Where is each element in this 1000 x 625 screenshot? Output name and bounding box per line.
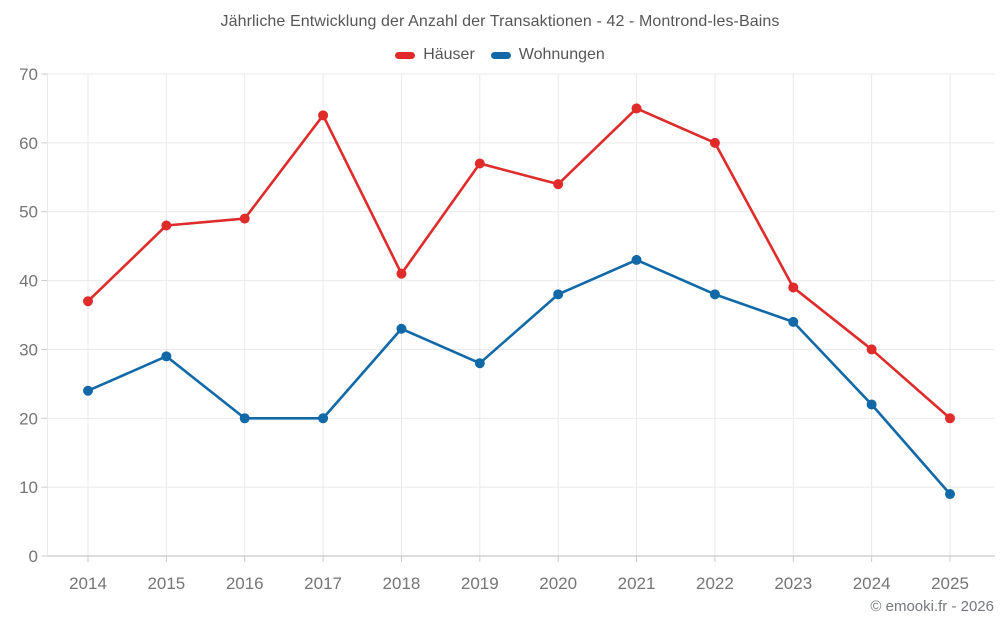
x-tick-label: 2024 bbox=[853, 574, 891, 593]
x-tick-label: 2022 bbox=[696, 574, 734, 593]
x-tick-label: 2021 bbox=[618, 574, 656, 593]
data-point[interactable] bbox=[161, 220, 172, 231]
chart-legend: Häuser Wohnungen bbox=[0, 46, 1000, 64]
data-point[interactable] bbox=[553, 179, 564, 190]
y-tick-label: 0 bbox=[29, 547, 38, 566]
legend-label-wohnungen: Wohnungen bbox=[518, 46, 605, 63]
x-tick-label: 2025 bbox=[931, 574, 969, 593]
data-point[interactable] bbox=[631, 103, 642, 114]
data-point[interactable] bbox=[474, 158, 485, 169]
data-point[interactable] bbox=[474, 358, 485, 369]
data-point[interactable] bbox=[866, 344, 877, 355]
data-point[interactable] bbox=[866, 399, 877, 410]
y-tick-label: 60 bbox=[19, 134, 38, 153]
x-tick-label: 2016 bbox=[226, 574, 264, 593]
data-point[interactable] bbox=[239, 413, 250, 424]
data-point[interactable] bbox=[945, 413, 955, 424]
data-point[interactable] bbox=[709, 137, 720, 148]
x-tick-label: 2019 bbox=[461, 574, 499, 593]
y-tick-label: 20 bbox=[19, 409, 38, 428]
legend-swatch-wohnungen bbox=[490, 51, 511, 59]
data-point[interactable] bbox=[318, 110, 329, 121]
data-point[interactable] bbox=[396, 323, 407, 334]
data-point[interactable] bbox=[83, 296, 93, 307]
y-tick-label: 70 bbox=[19, 65, 38, 84]
data-point[interactable] bbox=[83, 385, 93, 396]
legend-item-wohnungen[interactable]: Wohnungen bbox=[490, 46, 605, 64]
legend-label-haeuser: Häuser bbox=[423, 46, 475, 63]
data-point[interactable] bbox=[788, 316, 799, 327]
y-tick-label: 10 bbox=[19, 478, 38, 497]
series-line-0 bbox=[86, 107, 952, 420]
y-tick-label: 40 bbox=[19, 272, 38, 291]
data-point[interactable] bbox=[631, 254, 642, 265]
chart-title: Jährliche Entwicklung der Anzahl der Tra… bbox=[220, 13, 780, 30]
data-point[interactable] bbox=[709, 289, 720, 300]
legend-swatch-haeuser bbox=[395, 51, 416, 59]
data-point[interactable] bbox=[553, 289, 564, 300]
series-line-1 bbox=[86, 258, 952, 496]
legend-item-haeuser[interactable]: Häuser bbox=[395, 46, 475, 64]
x-tick-label: 2020 bbox=[539, 574, 577, 593]
x-tick-label: 2014 bbox=[69, 574, 107, 593]
footer-credit: © emooki.fr - 2026 bbox=[870, 598, 994, 615]
data-point[interactable] bbox=[945, 489, 955, 500]
x-tick-label: 2017 bbox=[304, 574, 342, 593]
data-point[interactable] bbox=[318, 413, 329, 424]
data-point[interactable] bbox=[239, 213, 250, 224]
x-tick-label: 2018 bbox=[383, 574, 421, 593]
x-tick-label: 2015 bbox=[147, 574, 185, 593]
data-point[interactable] bbox=[396, 268, 407, 279]
x-tick-label: 2023 bbox=[774, 574, 812, 593]
y-tick-label: 50 bbox=[19, 203, 38, 222]
data-point[interactable] bbox=[161, 351, 172, 362]
data-point[interactable] bbox=[788, 282, 799, 293]
y-tick-label: 30 bbox=[19, 340, 38, 359]
